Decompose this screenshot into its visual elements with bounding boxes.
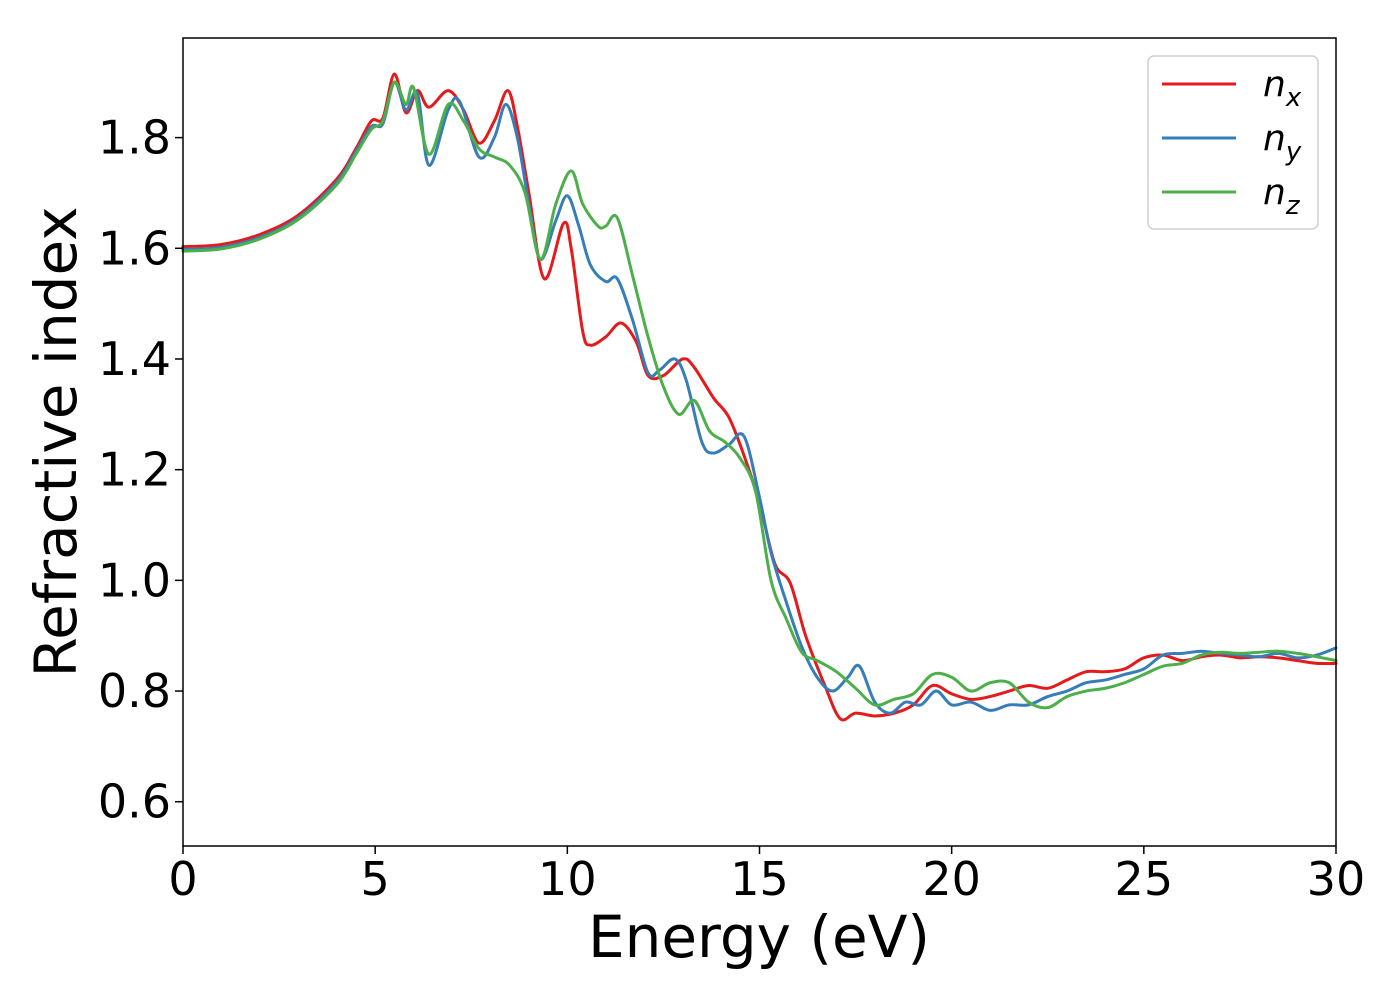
x-tick-label: 15 [730,852,789,906]
x-tick-label: 10 [538,852,597,906]
x-axis-title: Energy (eV) [588,903,930,971]
x-tick-label: 0 [168,852,197,906]
y-tick-label: 1.2 [98,443,171,497]
series-line-x [181,72,1338,722]
x-tick-label: 30 [1307,852,1366,906]
y-tick-label: 1.0 [98,553,171,607]
series-line-y [181,80,1338,715]
legend-subscript-z: z [1285,191,1301,221]
legend-subscript-x: x [1285,83,1302,113]
y-tick-label: 0.6 [98,775,171,829]
plot-area-background [183,38,1336,846]
series-line-z [181,80,1338,710]
legend-subscript-y: y [1285,137,1302,167]
y-tick-label: 0.8 [98,664,171,718]
legend-box [1147,55,1319,230]
y-tick-label: 1.4 [98,332,171,386]
y-tick-label: 1.8 [98,111,171,165]
axes-layer: 0 5 10 15 20 25 30 0.6 0.8 1.0 1.2 1.4 1.6 1.8 [98,37,1366,906]
series-layer [181,72,1338,722]
x-tick-label: 20 [922,852,981,906]
x-tick-label: 5 [361,852,390,906]
x-tick-label: 25 [1115,852,1174,906]
y-tick-label: 1.6 [98,221,171,275]
y-axis-title: Refractive index [22,206,90,677]
